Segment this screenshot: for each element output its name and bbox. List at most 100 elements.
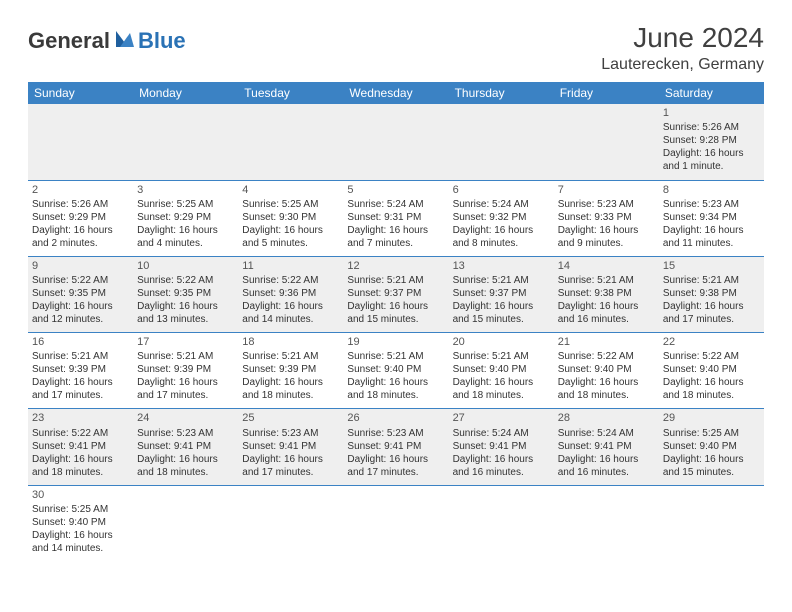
- logo-text-blue: Blue: [138, 28, 186, 54]
- sail-icon: [114, 29, 136, 54]
- daylight-line: Daylight: 16 hours and 2 minutes.: [32, 224, 129, 250]
- weekday-header: Thursday: [449, 82, 554, 104]
- daylight-line: Daylight: 16 hours and 16 minutes.: [558, 300, 655, 326]
- calendar-cell: [554, 485, 659, 561]
- sunset-line: Sunset: 9:40 PM: [32, 516, 129, 529]
- calendar-cell: 24 Sunrise: 5:23 AMSunset: 9:41 PMDayligh…: [133, 409, 238, 485]
- day-number: 28: [558, 411, 655, 425]
- sunset-line: Sunset: 9:30 PM: [242, 211, 339, 224]
- daylight-line: Daylight: 16 hours and 18 minutes.: [558, 376, 655, 402]
- calendar-cell: 5Sunrise: 5:24 AMSunset: 9:31 PMDaylight…: [343, 180, 448, 256]
- month-title: June 2024: [601, 22, 764, 54]
- daylight-line: Daylight: 16 hours and 17 minutes.: [663, 300, 760, 326]
- sunset-line: Sunset: 9:39 PM: [137, 363, 234, 376]
- sun-info: Sunrise: 5:23 AMSunset: 9:41 PMDaylight:…: [137, 427, 234, 479]
- location: Lauterecken, Germany: [601, 56, 764, 74]
- sun-info: Sunrise: 5:24 AMSunset: 9:31 PMDaylight:…: [347, 198, 444, 250]
- day-number: 20: [453, 335, 550, 349]
- sunset-line: Sunset: 9:37 PM: [347, 287, 444, 300]
- sunset-line: Sunset: 9:40 PM: [663, 440, 760, 453]
- calendar-row: 1Sunrise: 5:26 AMSunset: 9:28 PMDaylight…: [28, 104, 764, 180]
- calendar-row: 16Sunrise: 5:21 AMSunset: 9:39 PMDayligh…: [28, 333, 764, 409]
- sunset-line: Sunset: 9:40 PM: [347, 363, 444, 376]
- day-number: 4: [242, 183, 339, 197]
- weekday-header: Monday: [133, 82, 238, 104]
- calendar-cell: 28Sunrise: 5:24 AMSunset: 9:41 PMDayligh…: [554, 409, 659, 485]
- day-number: 24: [137, 411, 234, 425]
- calendar-row: 30Sunrise: 5:25 AMSunset: 9:40 PMDayligh…: [28, 485, 764, 561]
- daylight-line: Daylight: 16 hours and 17 minutes.: [32, 376, 129, 402]
- sun-info: Sunrise: 5:22 AMSunset: 9:40 PMDaylight:…: [663, 350, 760, 402]
- day-number: 25: [242, 411, 339, 425]
- header: General Blue June 2024 Lauterecken, Germ…: [28, 22, 764, 74]
- sunset-line: Sunset: 9:38 PM: [558, 287, 655, 300]
- calendar-cell: 10Sunrise: 5:22 AMSunset: 9:35 PMDayligh…: [133, 256, 238, 332]
- sun-info: Sunrise: 5:21 AMSunset: 9:37 PMDaylight:…: [453, 274, 550, 326]
- sunrise-line: Sunrise: 5:23 AM: [137, 427, 234, 440]
- day-number: 11: [242, 259, 339, 273]
- sun-info: Sunrise: 5:23 AMSunset: 9:34 PMDaylight:…: [663, 198, 760, 250]
- daylight-line: Daylight: 16 hours and 7 minutes.: [347, 224, 444, 250]
- sun-info: Sunrise: 5:22 AMSunset: 9:40 PMDaylight:…: [558, 350, 655, 402]
- daylight-line: Daylight: 16 hours and 1 minute.: [663, 147, 760, 173]
- sunset-line: Sunset: 9:35 PM: [32, 287, 129, 300]
- sunrise-line: Sunrise: 5:24 AM: [453, 198, 550, 211]
- day-number: 2: [32, 183, 129, 197]
- calendar-cell: 1Sunrise: 5:26 AMSunset: 9:28 PMDaylight…: [659, 104, 764, 180]
- daylight-line: Daylight: 16 hours and 17 minutes.: [137, 376, 234, 402]
- logo-text-general: General: [28, 28, 110, 54]
- sunset-line: Sunset: 9:36 PM: [242, 287, 339, 300]
- sun-info: Sunrise: 5:23 AMSunset: 9:33 PMDaylight:…: [558, 198, 655, 250]
- daylight-line: Daylight: 16 hours and 9 minutes.: [558, 224, 655, 250]
- sun-info: Sunrise: 5:24 AMSunset: 9:41 PMDaylight:…: [453, 427, 550, 479]
- calendar-cell: 21Sunrise: 5:22 AMSunset: 9:40 PMDayligh…: [554, 333, 659, 409]
- daylight-line: Daylight: 16 hours and 18 minutes.: [663, 376, 760, 402]
- sunrise-line: Sunrise: 5:21 AM: [347, 350, 444, 363]
- daylight-line: Daylight: 16 hours and 16 minutes.: [558, 453, 655, 479]
- calendar-row: 23Sunrise: 5:22 AMSunset: 9:41 PMDayligh…: [28, 409, 764, 485]
- daylight-line: Daylight: 16 hours and 14 minutes.: [32, 529, 129, 555]
- calendar-cell: 16Sunrise: 5:21 AMSunset: 9:39 PMDayligh…: [28, 333, 133, 409]
- calendar-cell: [554, 104, 659, 180]
- sunrise-line: Sunrise: 5:22 AM: [137, 274, 234, 287]
- calendar-cell: 23Sunrise: 5:22 AMSunset: 9:41 PMDayligh…: [28, 409, 133, 485]
- sunrise-line: Sunrise: 5:23 AM: [663, 198, 760, 211]
- daylight-line: Daylight: 16 hours and 18 minutes.: [453, 376, 550, 402]
- day-number: 29: [663, 411, 760, 425]
- sunset-line: Sunset: 9:29 PM: [137, 211, 234, 224]
- daylight-line: Daylight: 16 hours and 17 minutes.: [347, 453, 444, 479]
- sunrise-line: Sunrise: 5:22 AM: [32, 427, 129, 440]
- calendar-cell: 18Sunrise: 5:21 AMSunset: 9:39 PMDayligh…: [238, 333, 343, 409]
- day-number: 14: [558, 259, 655, 273]
- calendar-cell: [343, 104, 448, 180]
- day-number: 3: [137, 183, 234, 197]
- sunset-line: Sunset: 9:40 PM: [558, 363, 655, 376]
- sunrise-line: Sunrise: 5:22 AM: [32, 274, 129, 287]
- sunrise-line: Sunrise: 5:25 AM: [242, 198, 339, 211]
- sun-info: Sunrise: 5:21 AMSunset: 9:37 PMDaylight:…: [347, 274, 444, 326]
- day-number: 16: [32, 335, 129, 349]
- calendar-cell: 9Sunrise: 5:22 AMSunset: 9:35 PMDaylight…: [28, 256, 133, 332]
- daylight-line: Daylight: 16 hours and 15 minutes.: [347, 300, 444, 326]
- sunset-line: Sunset: 9:41 PM: [242, 440, 339, 453]
- weekday-header: Sunday: [28, 82, 133, 104]
- day-number: 15: [663, 259, 760, 273]
- sun-info: Sunrise: 5:21 AMSunset: 9:38 PMDaylight:…: [663, 274, 760, 326]
- calendar-cell: [28, 104, 133, 180]
- calendar-cell: 2Sunrise: 5:26 AMSunset: 9:29 PMDaylight…: [28, 180, 133, 256]
- sunrise-line: Sunrise: 5:24 AM: [453, 427, 550, 440]
- calendar-page: General Blue June 2024 Lauterecken, Germ…: [0, 0, 792, 583]
- sun-info: Sunrise: 5:21 AMSunset: 9:39 PMDaylight:…: [32, 350, 129, 402]
- sunrise-line: Sunrise: 5:23 AM: [242, 427, 339, 440]
- daylight-line: Daylight: 16 hours and 5 minutes.: [242, 224, 339, 250]
- calendar-cell: 4Sunrise: 5:25 AMSunset: 9:30 PMDaylight…: [238, 180, 343, 256]
- calendar-cell: 20Sunrise: 5:21 AMSunset: 9:40 PMDayligh…: [449, 333, 554, 409]
- daylight-line: Daylight: 16 hours and 18 minutes.: [137, 453, 234, 479]
- sunset-line: Sunset: 9:40 PM: [663, 363, 760, 376]
- daylight-line: Daylight: 16 hours and 15 minutes.: [663, 453, 760, 479]
- calendar-cell: [343, 485, 448, 561]
- calendar-cell: [238, 104, 343, 180]
- sun-info: Sunrise: 5:25 AMSunset: 9:40 PMDaylight:…: [663, 427, 760, 479]
- sunset-line: Sunset: 9:32 PM: [453, 211, 550, 224]
- calendar-cell: [449, 104, 554, 180]
